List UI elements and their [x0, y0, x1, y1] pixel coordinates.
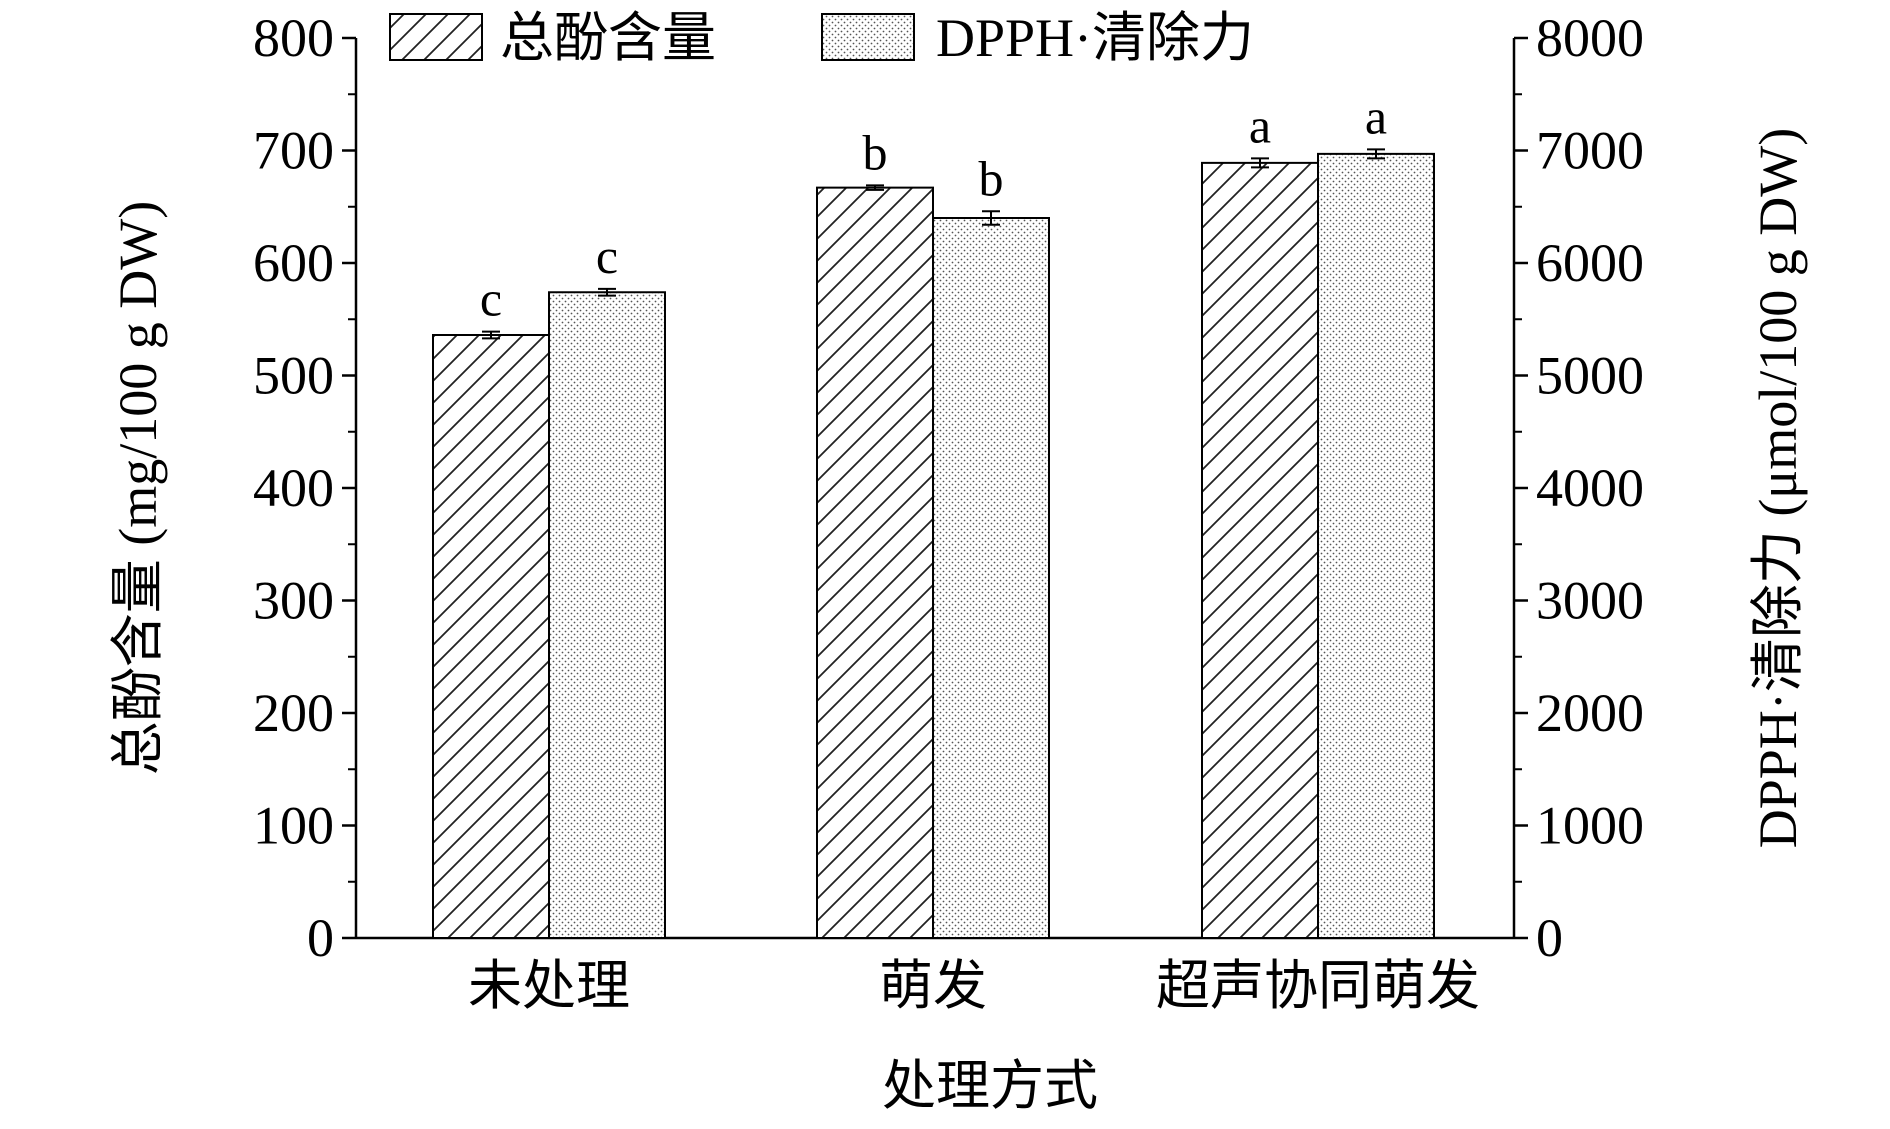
right-y-tick-label: 4000 [1536, 458, 1644, 518]
category-label: 超声协同萌发 [1156, 956, 1480, 1016]
significance-label: c [480, 271, 502, 327]
category-label: 萌发 [879, 956, 987, 1016]
right-y-ticks: 0 1000 2000 3000 4000 5000 6000 7000 8000 [1514, 8, 1644, 968]
bar-series-1 [1201, 161, 1319, 939]
bar-series-1 [432, 334, 550, 939]
right-y-tick-label: 2000 [1536, 683, 1644, 743]
bar-series-2 [1317, 152, 1435, 939]
left-y-tick-label: 300 [253, 571, 334, 631]
significance-label: a [1249, 97, 1271, 153]
category-label: 未处理 [468, 956, 630, 1016]
left-y-tick-label: 400 [253, 458, 334, 518]
left-y-tick-label: 800 [253, 8, 334, 68]
left-y-ticks: 0 100 200 300 400 500 600 700 800 [253, 8, 356, 968]
legend-label-series-2: DPPH·清除力 [936, 8, 1254, 68]
left-y-tick-label: 700 [253, 121, 334, 181]
right-y-tick-label: 8000 [1536, 8, 1644, 68]
bar-series-1 [816, 186, 934, 939]
left-y-tick-label: 200 [253, 683, 334, 743]
right-y-tick-label: 7000 [1536, 121, 1644, 181]
left-y-tick-label: 100 [253, 796, 334, 856]
left-y-tick-label: 0 [307, 908, 334, 968]
legend: 总酚含量 DPPH·清除力 [389, 8, 1254, 68]
significance-label: a [1365, 88, 1387, 144]
right-y-axis-title: DPPH·清除力 (μmol/100 g DW) [1748, 128, 1808, 848]
bars: c c b b a a [432, 88, 1435, 939]
x-axis-title: 处理方式 [882, 1056, 1098, 1116]
left-y-tick-label: 500 [253, 346, 334, 406]
category-labels: 未处理 萌发 超声协同萌发 [468, 956, 1480, 1016]
left-y-axis-title: 总酚含量 (mg/100 g DW) [108, 201, 168, 775]
bar-series-2 [548, 291, 666, 939]
legend-swatch-dots [821, 13, 915, 61]
legend-label-series-1: 总酚含量 [500, 8, 716, 68]
right-y-tick-label: 0 [1536, 908, 1563, 968]
left-y-tick-label: 600 [253, 233, 334, 293]
significance-label: b [863, 124, 888, 180]
right-y-tick-label: 1000 [1536, 796, 1644, 856]
bar-series-2 [932, 217, 1050, 939]
right-y-tick-label: 5000 [1536, 346, 1644, 406]
legend-swatch-hatch [389, 13, 483, 61]
right-y-tick-label: 6000 [1536, 233, 1644, 293]
right-y-tick-label: 3000 [1536, 571, 1644, 631]
significance-label: c [596, 228, 618, 284]
significance-label: b [979, 150, 1004, 206]
